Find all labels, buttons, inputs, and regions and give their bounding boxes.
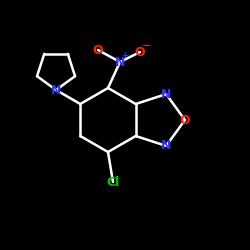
Text: −: − xyxy=(142,41,152,51)
Text: N: N xyxy=(51,84,61,96)
Text: N: N xyxy=(161,88,171,101)
Text: N: N xyxy=(161,140,171,152)
Text: N: N xyxy=(115,56,125,68)
Text: Cl: Cl xyxy=(106,176,120,188)
Text: +: + xyxy=(122,52,128,60)
Text: O: O xyxy=(135,46,145,59)
Text: O: O xyxy=(180,114,190,126)
Text: O: O xyxy=(93,44,103,57)
